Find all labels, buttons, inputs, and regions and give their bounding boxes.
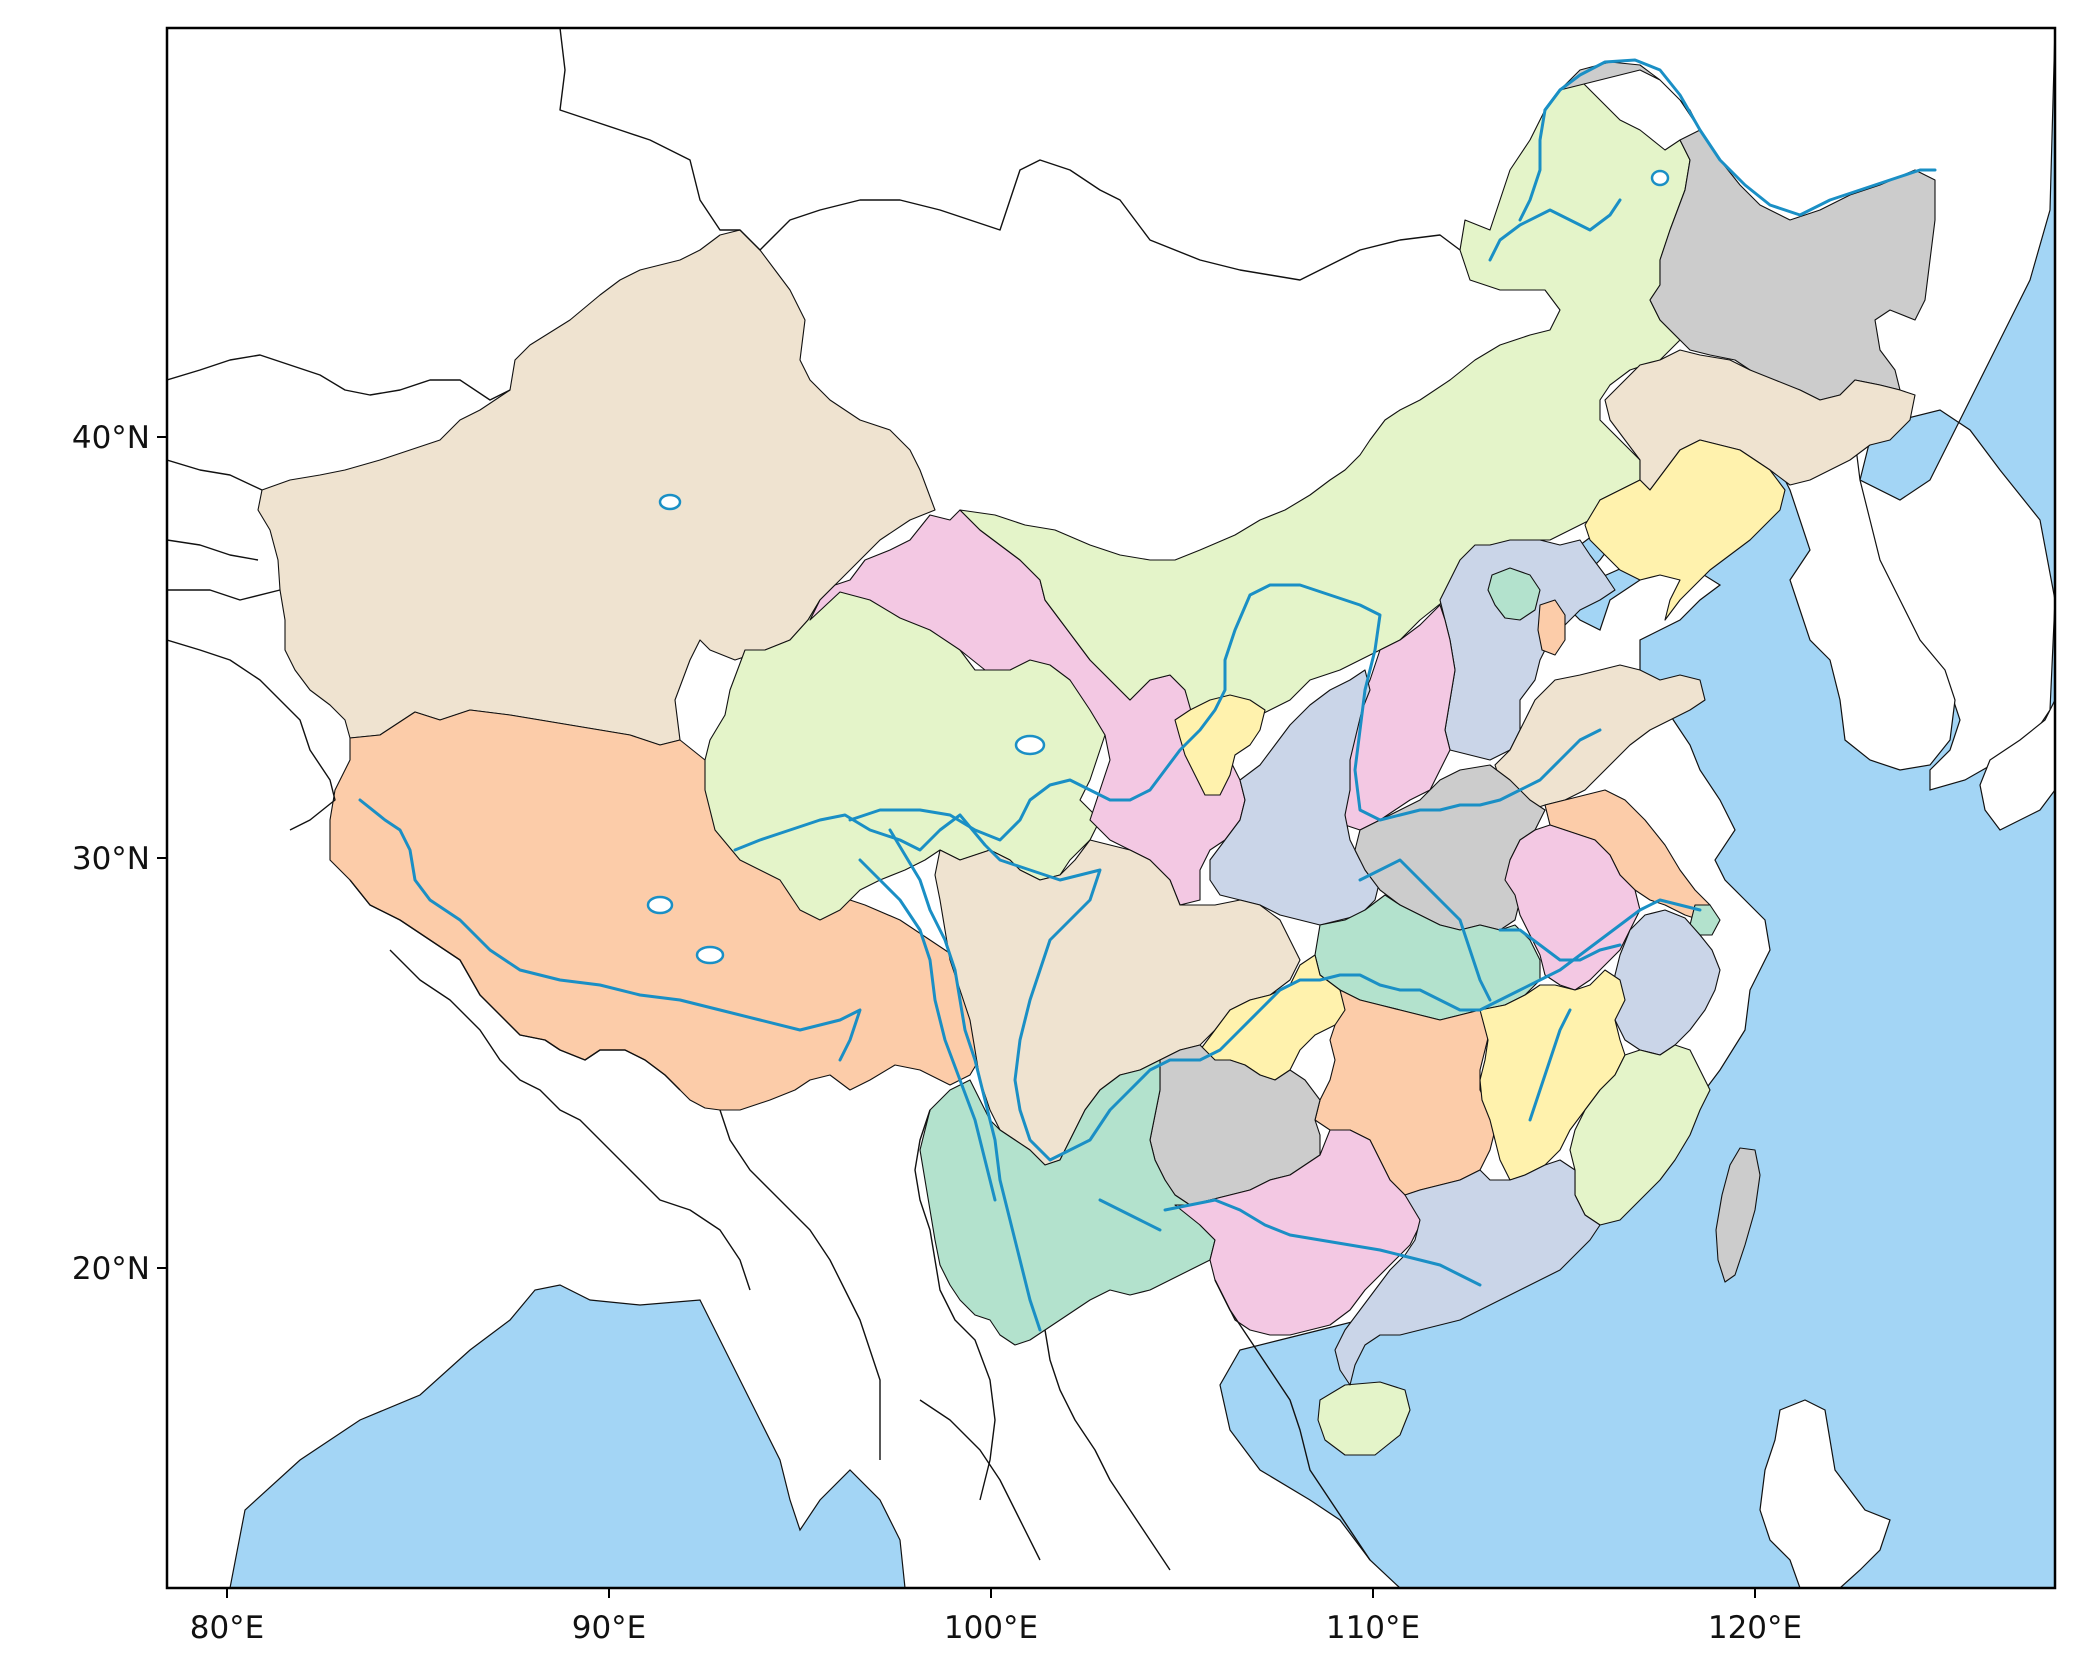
province-liaoning: [1584, 439, 1786, 621]
province-tianjin: [1537, 599, 1566, 656]
y-tick-label-40: 40°N: [72, 420, 150, 456]
river-mekong: [888, 828, 1042, 1332]
river-huai: [1498, 928, 1622, 962]
bay-of-bengal: [229, 1284, 906, 1588]
province-guangdong: [1334, 1159, 1601, 1386]
japan: [1979, 699, 2055, 831]
river-salween: [858, 858, 997, 1202]
river-yarlung-tsangpo: [358, 798, 862, 1062]
lake-namtso: [646, 895, 674, 915]
x-tick-label-80: 80°E: [190, 1610, 265, 1646]
lake-lopnur: [658, 493, 682, 511]
map-area: [167, 28, 2055, 1588]
philippines-luzon: [1759, 1399, 1891, 1588]
kyrgyz-tajik-border: [167, 459, 281, 601]
kazakh-border: [167, 354, 511, 401]
map-frame: [165, 26, 2057, 1590]
x-tick-label-120: 120°E: [1708, 1610, 1802, 1646]
river-amur: [1543, 58, 1937, 217]
india-nepal-border: [349, 879, 751, 1291]
mongolia-border: [559, 28, 1461, 281]
laos-vietnam-border: [919, 1279, 1371, 1571]
province-jilin: [1604, 349, 1916, 491]
afghan-pak-border: [167, 639, 336, 831]
province-taiwan: [1715, 1147, 1761, 1283]
y-tick-label-20: 20°N: [72, 1251, 150, 1287]
province-hainan: [1317, 1381, 1411, 1456]
province-beijing: [1487, 567, 1541, 621]
y-tick-label-30: 30°N: [72, 841, 150, 877]
lake-selincuo: [695, 945, 725, 965]
river-hongshui: [1098, 1198, 1162, 1232]
lake-qinghai: [1014, 734, 1046, 756]
x-tick-label-100: 100°E: [944, 1610, 1038, 1646]
x-axis: 80°E 90°E 100°E 110°E 120°E: [190, 1588, 1802, 1646]
x-tick-label-110: 110°E: [1326, 1610, 1420, 1646]
lake-hulun: [1650, 169, 1670, 187]
korea: [1774, 419, 1956, 771]
river-yellow: [848, 583, 1602, 842]
river-gan: [1528, 1008, 1572, 1122]
myanmar-border: [719, 1109, 996, 1501]
y-axis: 40°N 30°N 20°N: [72, 420, 167, 1287]
river-han: [1358, 858, 1492, 1002]
river-pearl: [1163, 1198, 1482, 1287]
x-tick-label-90: 90°E: [572, 1610, 647, 1646]
river-nen-songhua: [1488, 88, 1622, 262]
